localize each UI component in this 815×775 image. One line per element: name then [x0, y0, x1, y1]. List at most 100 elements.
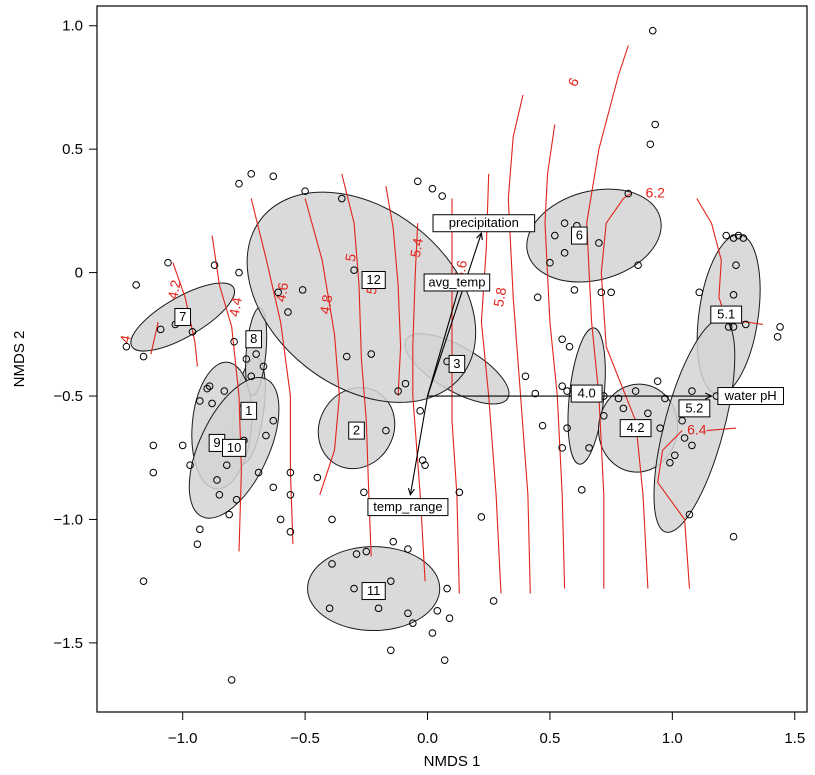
site-point — [325, 604, 334, 613]
site-point — [374, 604, 383, 613]
site-point — [666, 458, 674, 467]
group-label-box — [571, 226, 588, 245]
site-point — [558, 382, 566, 390]
site-point — [149, 468, 158, 477]
site-point — [614, 394, 623, 403]
contour-line-5 — [341, 173, 372, 557]
group-label: 2 — [353, 423, 360, 438]
site-point — [286, 468, 295, 477]
site-point — [186, 461, 194, 469]
site-point — [416, 407, 424, 415]
plot-frame — [96, 5, 808, 713]
group-label: 4.0 — [578, 385, 596, 400]
y-tick-label: −1.0 — [53, 511, 83, 528]
site-point — [132, 281, 140, 289]
site-point — [546, 258, 554, 267]
contour-line-4.8 — [304, 198, 340, 495]
site-point — [624, 189, 633, 198]
site-point — [585, 444, 593, 452]
y-axis-title: NMDS 2 — [11, 331, 28, 388]
site-point — [404, 545, 412, 553]
site-point — [722, 231, 731, 240]
site-point — [350, 266, 358, 274]
group-label-box — [361, 582, 386, 601]
site-point — [210, 261, 219, 269]
vector-label-box — [432, 214, 536, 233]
site-point — [646, 140, 655, 149]
site-point — [286, 490, 295, 499]
group-label-box — [710, 305, 743, 324]
site-point — [208, 399, 216, 408]
vector-arrowhead — [476, 231, 483, 241]
group-label-box — [619, 419, 652, 438]
group-label-box — [570, 384, 603, 403]
site-point — [577, 486, 586, 494]
site-point — [262, 431, 270, 440]
site-point — [739, 234, 748, 242]
y-axis: −1.5 −1.0 −0.5 0 0.5 1.0 — [53, 18, 97, 652]
site-point — [313, 473, 322, 482]
site-point — [286, 527, 295, 536]
vector-label-box — [423, 273, 491, 292]
environment-vectors — [407, 231, 713, 497]
site-point — [222, 461, 231, 469]
site-point — [521, 372, 530, 381]
site-point — [729, 323, 738, 331]
site-point — [558, 335, 566, 344]
site-point — [729, 234, 738, 242]
vector-arrow — [426, 277, 463, 397]
site-point — [558, 444, 566, 452]
site-point — [252, 350, 260, 358]
site-point — [413, 177, 422, 186]
contour-line-4.4 — [211, 235, 242, 552]
vector-arrowhead — [704, 392, 713, 400]
site-point — [644, 409, 652, 418]
site-point — [678, 416, 686, 425]
site-point — [688, 387, 696, 395]
x-tick-label: 0.5 — [540, 730, 561, 747]
group-label-box — [678, 399, 711, 418]
site-point — [382, 426, 390, 435]
contour-line-5.8 — [480, 173, 502, 594]
group-label: 7 — [179, 309, 186, 324]
y-tick-label: 0.5 — [62, 141, 83, 158]
site-point — [338, 194, 346, 203]
site-point — [156, 325, 165, 334]
site-point — [386, 646, 395, 655]
y-tick-label: −1.5 — [53, 635, 83, 652]
site-point — [213, 476, 221, 484]
site-point — [776, 323, 784, 331]
contour-line-5.2 — [385, 186, 402, 397]
site-point — [328, 560, 336, 568]
site-point — [597, 288, 606, 297]
site-point — [438, 192, 447, 200]
site-point — [225, 510, 234, 519]
site-point — [631, 387, 640, 395]
site-point — [651, 120, 660, 129]
site-point — [269, 483, 278, 492]
site-point — [653, 377, 662, 386]
group-label: 5.2 — [685, 400, 703, 415]
group-label-box — [222, 438, 247, 457]
site-point — [445, 614, 454, 622]
site-point — [595, 239, 603, 247]
site-point — [230, 337, 238, 346]
site-point — [196, 397, 204, 405]
site-point — [301, 187, 309, 195]
group-label: 1 — [245, 403, 252, 418]
site-point — [607, 288, 615, 297]
site-point — [386, 577, 395, 585]
site-point — [220, 387, 229, 395]
site-point — [139, 577, 148, 585]
site-point — [729, 291, 738, 299]
contour-line-6 — [586, 45, 629, 589]
contour-line-6.4 — [657, 430, 691, 589]
site-point — [428, 629, 437, 637]
site-point — [247, 170, 256, 178]
site-point — [563, 387, 571, 395]
site-point — [242, 355, 251, 363]
group-label: 5.1 — [717, 307, 735, 322]
site-point — [232, 495, 241, 504]
